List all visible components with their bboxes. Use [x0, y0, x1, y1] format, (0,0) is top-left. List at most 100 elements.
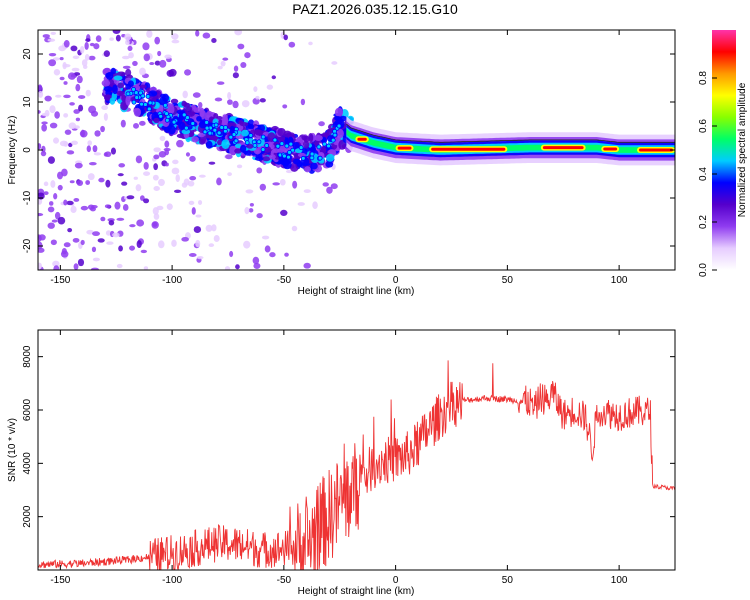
spectrogram-noise-blob — [124, 33, 132, 41]
spectrogram-noise-blob — [236, 164, 243, 169]
spectrogram-y-ticks: -20 -10 0 10 20 — [22, 48, 675, 253]
spectrogram-noise-blob — [308, 41, 313, 46]
spectrogram-noise-blob — [47, 38, 56, 42]
spectrogram-band-red — [542, 146, 584, 150]
spectrogram-noise-blob — [129, 224, 136, 228]
spectrogram-signal-blob — [109, 97, 116, 105]
spectrogram-signal-blob — [125, 95, 131, 106]
spectrogram-peak-blob — [282, 153, 287, 159]
spectrogram-noise-blob — [98, 177, 105, 183]
spectrogram-noise-blob — [85, 89, 91, 97]
spectrogram-peak-blob — [284, 143, 290, 149]
snr-x-tick-label: 100 — [611, 575, 628, 586]
spectrogram-noise-blob — [48, 201, 54, 206]
spectrogram-noise-blob — [104, 204, 111, 209]
spectrogram-noise-blob — [54, 111, 60, 119]
spectrogram-noise-blob — [158, 151, 167, 158]
spectrogram-peak-blob — [286, 154, 291, 160]
spectrogram-noise-blob — [256, 213, 263, 219]
spectrogram-peak-blob — [202, 129, 208, 135]
spectrogram-noise-blob — [252, 256, 260, 265]
spectrogram-noise-blob — [153, 213, 160, 220]
spectrogram-signal-blob — [104, 96, 112, 101]
spectrogram-noise-blob — [87, 204, 95, 210]
spectrogram-band-green — [346, 128, 675, 153]
spectrogram-noise-blob — [283, 34, 288, 41]
spectrogram-signal-blob — [262, 156, 271, 162]
spectrogram-noise-blob — [189, 176, 197, 181]
spectrogram-noise-blob — [156, 205, 164, 211]
spectrogram-noise-blob — [272, 182, 280, 186]
spectrogram-noise-blob — [75, 83, 81, 92]
spectrogram-noise-blob — [189, 155, 196, 162]
spectrogram-noise-blob — [70, 205, 77, 214]
spectrogram-signal-blob — [113, 75, 123, 81]
spectrogram-signal-blob — [326, 153, 335, 162]
spectrogram-noise-blob — [136, 219, 145, 227]
spectrogram-signal-blob — [199, 110, 207, 120]
spectrogram-noise-blob — [79, 45, 85, 54]
spectrogram-noise-blob — [38, 234, 42, 242]
spectrogram-noise-blob — [92, 257, 100, 262]
spectrogram-noise-blob — [57, 184, 63, 191]
spectrogram-noise-blob — [38, 110, 41, 114]
spectrogram-noise-blob — [217, 65, 223, 70]
spectrogram-y-tick-label: 10 — [22, 96, 33, 108]
spectrogram-signal-blob — [133, 107, 142, 117]
spectrogram-noise-blob — [95, 35, 102, 42]
snr-series-line — [38, 360, 675, 570]
spectrogram-noise-blob — [38, 143, 42, 150]
spectrogram-noise-blob — [92, 231, 101, 237]
snr-x-tick-label: -50 — [277, 575, 292, 586]
spectrogram-noise-blob — [78, 104, 84, 112]
spectrogram-noise-blob — [229, 250, 234, 258]
spectrogram-y-axis-label: Frequency (Hz) — [7, 116, 18, 185]
spectrogram-noise-blob — [41, 121, 48, 125]
snr-y-tick-label: 6000 — [22, 398, 33, 421]
spectrogram-noise-blob — [44, 95, 52, 102]
spectrogram-noise-blob — [227, 172, 232, 177]
spectrogram-signal-blob — [248, 123, 255, 130]
spectrogram-noise-blob — [73, 198, 80, 202]
spectrogram-noise-blob — [53, 137, 60, 144]
spectrogram-peak-blob — [125, 91, 131, 97]
spectrogram-noise-blob — [110, 147, 116, 155]
spectrogram-noise-blob — [63, 113, 69, 118]
spectrogram-noise-blob — [326, 186, 333, 194]
spectrogram-signal-blob — [153, 117, 160, 124]
spectrogram-noise-blob — [292, 180, 298, 189]
spectrogram-noise-blob — [59, 140, 68, 147]
spectrogram-noise-blob — [279, 178, 286, 186]
spectrogram-peak-blob — [164, 111, 169, 117]
snr-x-tick-label: -100 — [162, 575, 182, 586]
spectrogram-y-tick-label: -10 — [22, 190, 33, 205]
spectrogram-peak-blob — [275, 143, 281, 149]
spectrogram-signal-blob — [191, 136, 199, 143]
spectrogram-noise-blob — [243, 240, 251, 249]
spectrogram-noise-blob — [115, 34, 121, 42]
spectrogram-noise-blob — [164, 149, 170, 156]
spectrogram-noise-blob — [84, 41, 89, 50]
spectrogram-noise-blob — [108, 220, 115, 226]
spectrogram-signal-blob — [205, 140, 213, 149]
snr-y-ticks: 2000 4000 6000 8000 — [22, 345, 675, 528]
spectrogram-peak-blob — [336, 123, 342, 129]
spectrogram-noise-blob — [166, 203, 173, 210]
spectrogram-signal-blob — [110, 67, 117, 75]
spectrogram-peak-blob — [233, 138, 239, 144]
spectrogram-noise-blob — [90, 267, 99, 270]
spectrogram-peak-blob — [212, 127, 218, 133]
spectrogram-signal-blob — [246, 143, 254, 149]
spectrogram-noise-blob — [88, 162, 97, 166]
spectrogram-noise-blob — [253, 262, 261, 269]
spectrogram-signal-blob — [239, 144, 247, 153]
spectrogram-peak-blob — [332, 132, 338, 138]
spectrogram-noise-blob — [253, 86, 258, 92]
spectrogram-signal-blob — [116, 71, 126, 77]
snr-marks — [38, 360, 675, 570]
spectrogram-noise-blob — [47, 206, 55, 213]
spectrogram-noise-blob — [38, 90, 44, 98]
spectrogram-noise-blob — [60, 250, 69, 258]
spectrogram-peak-blob — [317, 155, 323, 161]
spectrogram-noise-blob — [125, 39, 130, 46]
